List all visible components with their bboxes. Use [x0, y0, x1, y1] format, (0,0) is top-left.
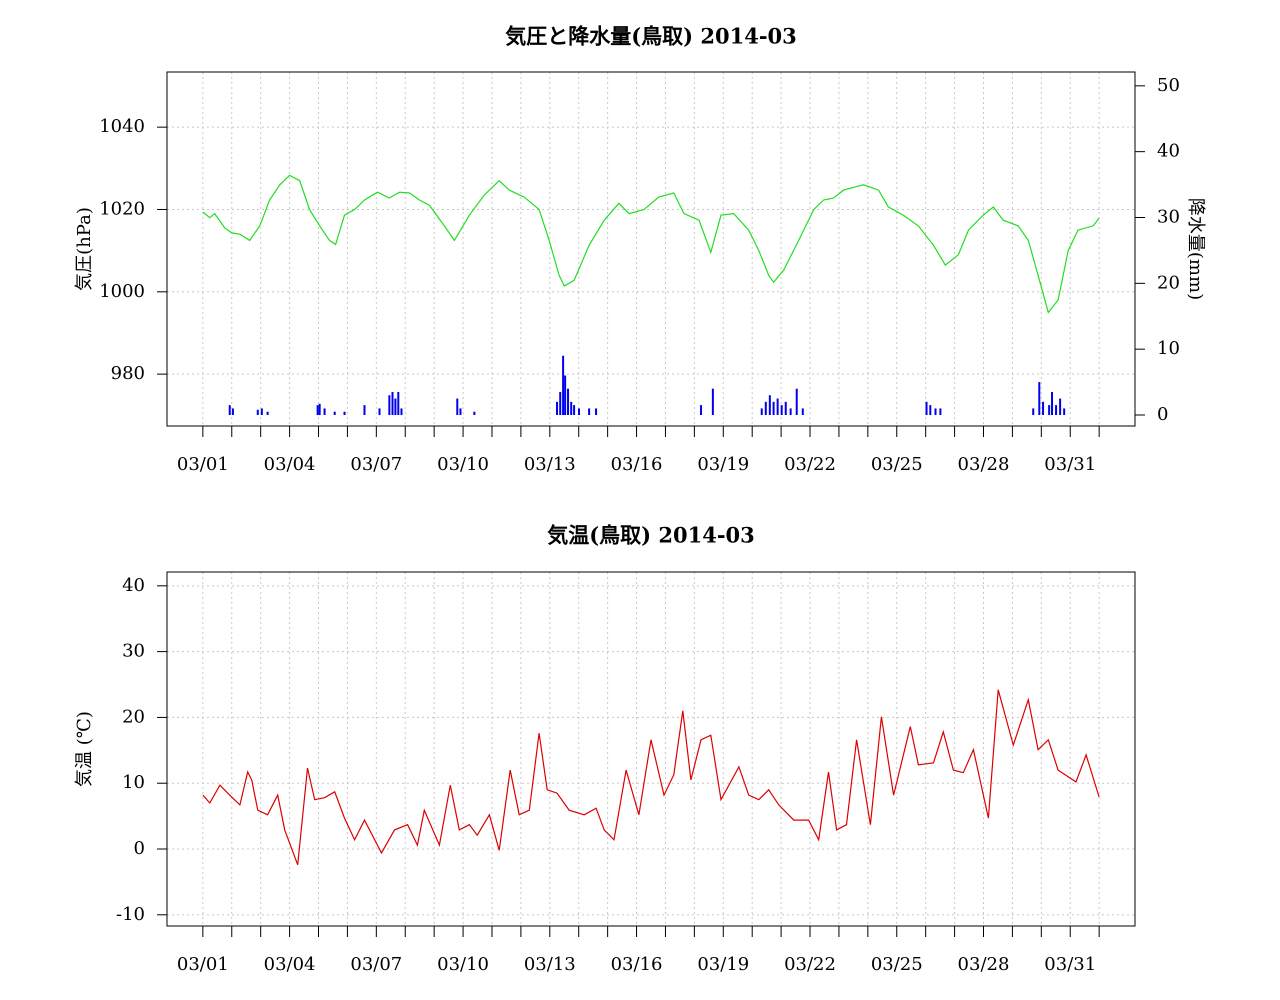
x-tick-label: 03/10	[437, 454, 489, 475]
y2-tick-label: 30	[1157, 206, 1180, 227]
y-axis-label: 気圧(hPa)	[74, 207, 95, 291]
y-tick-label: -10	[116, 904, 145, 925]
x-tick-label: 03/04	[264, 454, 316, 475]
x-tick-label: 03/07	[350, 454, 402, 475]
x-tick-label: 03/13	[524, 954, 576, 975]
y2-axis-label: 降水量(mm)	[1185, 198, 1206, 300]
x-tick-label: 03/28	[958, 954, 1010, 975]
chart-title: 気圧と降水量(鳥取) 2014-03	[505, 24, 797, 49]
y2-tick-label: 40	[1157, 141, 1180, 162]
y-axis-label: 気温 (℃)	[74, 711, 95, 787]
x-tick-label: 03/25	[871, 954, 923, 975]
x-tick-label: 03/28	[958, 454, 1010, 475]
x-tick-label: 03/31	[1044, 454, 1096, 475]
y-tick-label: 1020	[99, 198, 145, 219]
y2-tick-label: 20	[1157, 272, 1180, 293]
x-tick-label: 03/01	[177, 454, 229, 475]
plot-frame	[166, 71, 1136, 427]
y-tick-label: 20	[122, 706, 145, 727]
y-tick-label: 40	[122, 575, 145, 596]
x-tick-label: 03/16	[611, 954, 663, 975]
y2-tick-label: 50	[1157, 75, 1180, 96]
y-tick-label: 30	[122, 641, 145, 662]
x-tick-label: 03/13	[524, 454, 576, 475]
y-tick-label: 0	[134, 838, 145, 859]
y-tick-label: 1000	[99, 281, 145, 302]
y-tick-label: 1040	[99, 116, 145, 137]
x-tick-label: 03/19	[697, 954, 749, 975]
y-tick-label: 10	[122, 772, 145, 793]
x-tick-label: 03/22	[784, 454, 836, 475]
series-line	[202, 689, 1100, 866]
x-tick-label: 03/25	[871, 454, 923, 475]
x-tick-label: 03/19	[697, 454, 749, 475]
plot-frame	[166, 571, 1136, 927]
y2-tick-label: 0	[1157, 404, 1168, 425]
x-tick-label: 03/10	[437, 954, 489, 975]
x-tick-label: 03/04	[264, 954, 316, 975]
chart-title: 気温(鳥取) 2014-03	[547, 523, 755, 548]
x-tick-label: 03/22	[784, 954, 836, 975]
x-tick-label: 03/07	[350, 954, 402, 975]
y2-tick-label: 10	[1157, 338, 1180, 359]
x-tick-label: 03/16	[611, 454, 663, 475]
series-line	[202, 174, 1100, 314]
y-tick-label: 980	[111, 363, 145, 384]
x-tick-label: 03/01	[177, 954, 229, 975]
x-tick-label: 03/31	[1044, 954, 1096, 975]
